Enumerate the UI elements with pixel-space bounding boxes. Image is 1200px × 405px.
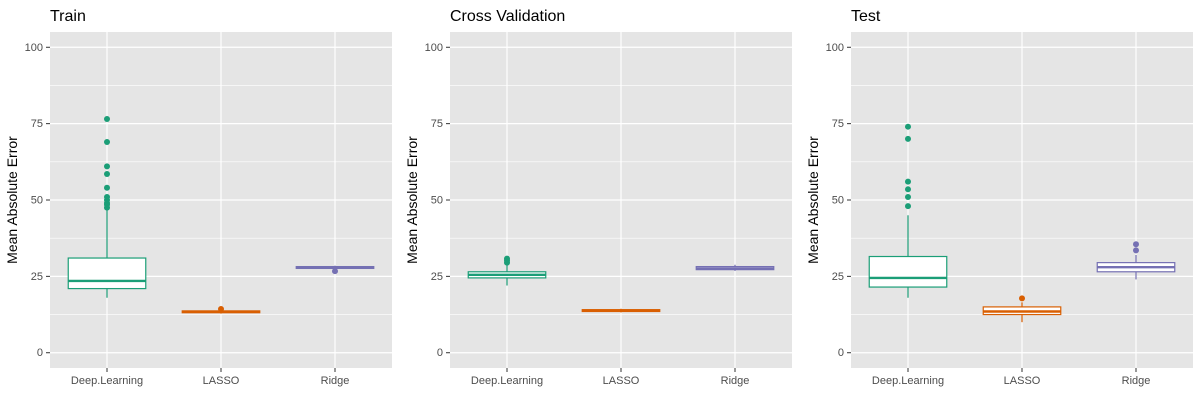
outlier-point bbox=[905, 123, 911, 130]
outlier-point bbox=[905, 186, 911, 193]
panel-3: 0 25 50 75 100 Deep.Learning LASSO Ridge Test Mea… bbox=[805, 8, 1193, 387]
y-tick-label: 50 bbox=[832, 195, 844, 207]
y-tick-label: 100 bbox=[425, 42, 443, 54]
outlier-point bbox=[104, 163, 110, 170]
outlier-point bbox=[1019, 295, 1025, 302]
y-tick-label: 25 bbox=[832, 271, 844, 283]
outlier-point bbox=[905, 193, 911, 200]
y-tick-label: 75 bbox=[832, 118, 844, 130]
y-axis-label: Mean Absolute Error bbox=[4, 136, 20, 264]
outlier-point bbox=[905, 135, 911, 142]
box-lasso bbox=[982, 295, 1062, 323]
y-tick-label: 100 bbox=[826, 42, 844, 54]
outlier-point bbox=[905, 203, 911, 210]
outlier-point bbox=[104, 116, 110, 123]
box-deep-learning bbox=[467, 255, 547, 286]
box-body bbox=[67, 257, 147, 290]
panel-title: Train bbox=[50, 8, 86, 25]
outlier-point bbox=[1133, 241, 1139, 248]
y-tick-label: 0 bbox=[37, 347, 43, 359]
panel-1: 0 25 50 75 100 Deep.Learning LASSO Ridge Train Me… bbox=[4, 8, 392, 387]
box-lasso bbox=[181, 306, 261, 314]
outlier-point bbox=[104, 193, 110, 200]
x-tick-label: Deep.Learning bbox=[471, 375, 543, 387]
y-tick-label: 25 bbox=[31, 271, 43, 283]
x-tick-label: LASSO bbox=[603, 375, 640, 387]
box-ridge bbox=[695, 264, 775, 271]
x-tick-label: Deep.Learning bbox=[872, 375, 944, 387]
panel-2: 0 25 50 75 100 Deep.Learning LASSO Ridge Cross V… bbox=[404, 8, 792, 387]
outlier-point bbox=[218, 306, 224, 313]
y-tick-label: 50 bbox=[31, 195, 43, 207]
outlier-point bbox=[332, 268, 338, 275]
outlier-point bbox=[504, 255, 510, 262]
box-deep-learning bbox=[67, 116, 147, 298]
x-tick-label: LASSO bbox=[203, 375, 240, 387]
outlier-point bbox=[104, 138, 110, 145]
x-tick-label: Ridge bbox=[1122, 375, 1151, 387]
x-tick-label: Ridge bbox=[321, 375, 350, 387]
y-tick-label: 50 bbox=[431, 195, 443, 207]
box-ridge bbox=[1096, 241, 1176, 280]
y-tick-label: 25 bbox=[431, 271, 443, 283]
y-axis-label: Mean Absolute Error bbox=[805, 136, 821, 264]
x-tick-label: LASSO bbox=[1004, 375, 1041, 387]
box-body bbox=[868, 255, 948, 288]
box-lasso bbox=[581, 308, 661, 313]
panel-title: Test bbox=[851, 8, 881, 25]
outlier-point bbox=[104, 171, 110, 178]
y-tick-label: 0 bbox=[838, 347, 844, 359]
y-tick-label: 75 bbox=[431, 118, 443, 130]
y-tick-label: 75 bbox=[31, 118, 43, 130]
y-tick-label: 0 bbox=[437, 347, 443, 359]
outlier-point bbox=[905, 178, 911, 185]
box-ridge bbox=[295, 265, 375, 275]
y-axis-label: Mean Absolute Error bbox=[404, 136, 420, 264]
x-tick-label: Deep.Learning bbox=[71, 375, 143, 387]
outlier-point bbox=[1133, 247, 1139, 254]
y-tick-label: 100 bbox=[25, 42, 43, 54]
box-deep-learning bbox=[868, 123, 948, 298]
outlier-point bbox=[104, 184, 110, 191]
panel-title: Cross Validation bbox=[450, 8, 565, 25]
x-tick-label: Ridge bbox=[721, 375, 750, 387]
